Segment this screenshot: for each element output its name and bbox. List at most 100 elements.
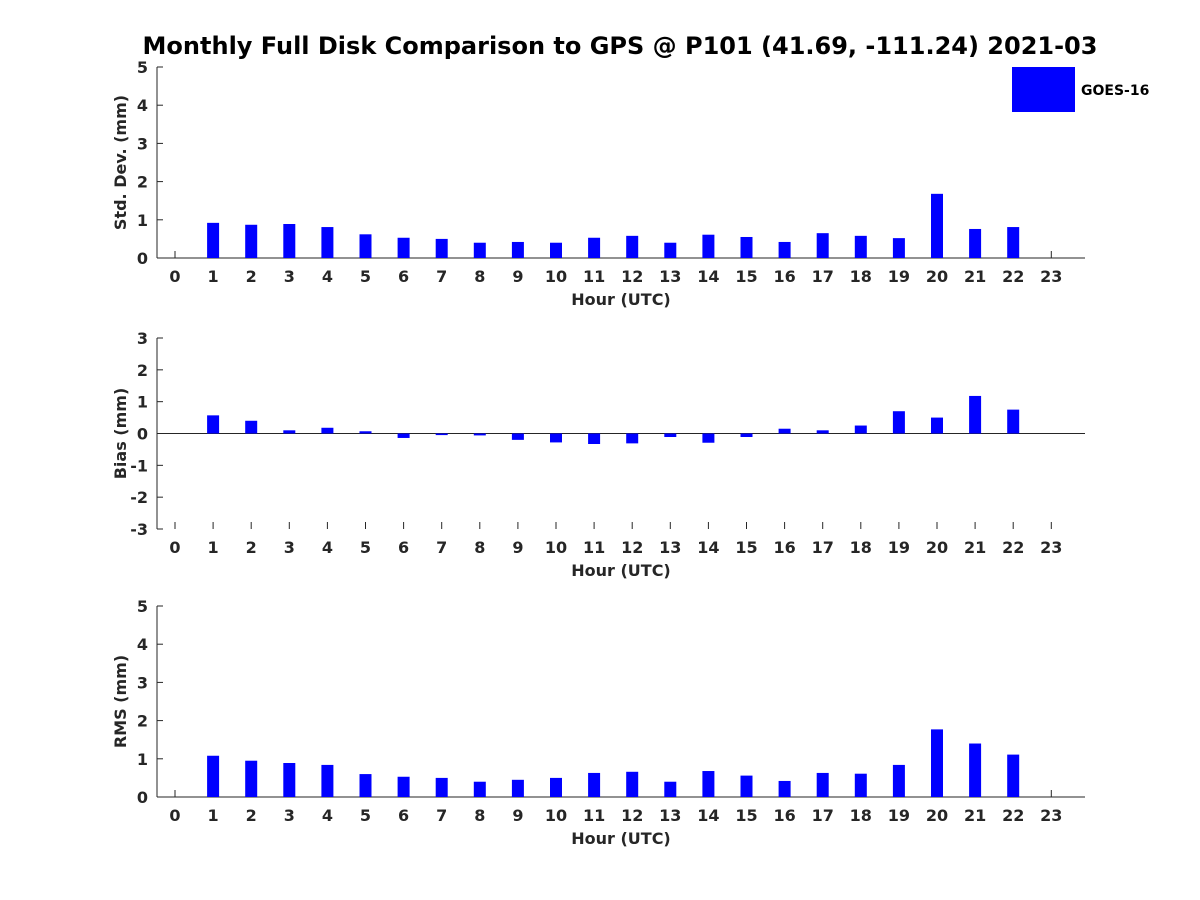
x-tick-label: 6 [398, 806, 409, 825]
bar-hour-18 [854, 425, 867, 434]
x-tick-label: 3 [284, 538, 295, 557]
bar-hour-1 [207, 755, 220, 797]
x-tick-label: 23 [1040, 267, 1062, 286]
x-tick-label: 19 [888, 267, 910, 286]
x-tick-label: 8 [474, 538, 485, 557]
x-tick-label: 20 [926, 806, 948, 825]
bar-hour-1 [207, 222, 220, 258]
x-tick-label: 6 [398, 267, 409, 286]
y-tick-label: 1 [137, 393, 148, 412]
bar-hour-6 [397, 237, 410, 258]
bar-hour-22 [1007, 227, 1020, 258]
bar-hour-10 [550, 433, 562, 443]
x-tick-label: 5 [360, 267, 371, 286]
x-tick-label: 9 [512, 806, 523, 825]
bar-hour-9 [511, 433, 524, 440]
bar-hour-19 [892, 238, 905, 258]
bar-hour-13 [664, 242, 677, 258]
x-tick-label: 5 [360, 806, 371, 825]
x-tick-label: 22 [1002, 267, 1024, 286]
x-tick-label: 14 [697, 538, 719, 557]
y-tick-label: 2 [137, 361, 148, 380]
bar-hour-14 [702, 234, 715, 258]
x-tick-label: 22 [1002, 806, 1024, 825]
x-tick-label: 19 [888, 538, 910, 557]
x-tick-label: 7 [436, 538, 447, 557]
x-tick-label: 3 [284, 806, 295, 825]
x-tick-label: 15 [735, 538, 757, 557]
x-tick-label: 19 [888, 806, 910, 825]
x-tick-label: 21 [964, 267, 986, 286]
x-tick-label: 18 [850, 538, 872, 557]
bar-hour-17 [816, 430, 829, 434]
y-tick-label: 0 [137, 249, 148, 268]
x-tick-label: 17 [812, 267, 834, 286]
x-tick-label: 2 [246, 806, 257, 825]
x-tick-label: 9 [512, 267, 523, 286]
x-tick-label: 13 [659, 267, 681, 286]
x-tick-label: 12 [621, 538, 643, 557]
bar-hour-17 [816, 233, 829, 258]
bar-hour-7 [435, 238, 448, 258]
bar-hour-7 [435, 777, 448, 797]
x-tick-label: 8 [474, 806, 485, 825]
x-tick-label: 9 [512, 538, 523, 557]
x-tick-label: 13 [659, 538, 681, 557]
y-tick-label: 1 [137, 750, 148, 769]
bar-hour-2 [245, 224, 258, 258]
y-axis-label: RMS (mm) [111, 655, 130, 748]
x-tick-label: 16 [773, 538, 795, 557]
y-axis-label: Bias (mm) [111, 388, 130, 480]
bar-hour-21 [969, 228, 982, 258]
bar-hour-22 [1007, 409, 1020, 434]
x-tick-label: 6 [398, 538, 409, 557]
bar-hour-5 [359, 431, 372, 434]
x-tick-label: 16 [773, 806, 795, 825]
y-tick-label: -3 [130, 520, 148, 539]
chart-title: Monthly Full Disk Comparison to GPS @ P1… [143, 32, 1098, 60]
bar-hour-15 [740, 775, 753, 797]
bar-hour-9 [511, 241, 524, 258]
bar-hour-16 [778, 780, 791, 797]
x-axis-label: Hour (UTC) [571, 290, 671, 309]
bar-hour-8 [473, 433, 486, 436]
y-tick-label: 5 [137, 58, 148, 77]
x-tick-label: 1 [208, 538, 219, 557]
x-tick-label: 20 [926, 267, 948, 286]
x-tick-label: 1 [208, 267, 219, 286]
bar-hour-16 [778, 428, 791, 434]
x-tick-label: 10 [545, 267, 567, 286]
y-tick-label: 3 [137, 673, 148, 692]
bar-hour-5 [359, 774, 372, 797]
x-tick-label: 21 [964, 806, 986, 825]
bar-hour-1 [207, 415, 220, 434]
y-tick-label: 3 [137, 134, 148, 153]
x-tick-label: 1 [208, 806, 219, 825]
x-tick-label: 4 [322, 806, 333, 825]
bar-hour-16 [778, 241, 791, 258]
x-tick-label: 4 [322, 267, 333, 286]
x-axis-label: Hour (UTC) [571, 829, 671, 848]
bar-hour-6 [397, 776, 410, 797]
bar-hour-19 [892, 764, 905, 797]
bar-hour-21 [969, 743, 982, 797]
x-tick-label: 7 [436, 806, 447, 825]
x-tick-label: 11 [583, 538, 605, 557]
bar-hour-10 [550, 777, 562, 797]
x-tick-label: 23 [1040, 538, 1062, 557]
legend-label-goes-16: GOES-16 [1081, 83, 1149, 99]
x-tick-label: 4 [322, 538, 333, 557]
x-tick-label: 23 [1040, 806, 1062, 825]
bar-hour-4 [321, 764, 334, 797]
bar-hour-2 [245, 760, 258, 797]
x-tick-label: 11 [583, 806, 605, 825]
bar-hour-13 [664, 433, 677, 438]
y-tick-label: 4 [137, 635, 148, 654]
y-tick-label: 0 [137, 425, 148, 444]
bar-hour-4 [321, 227, 334, 258]
x-tick-label: 0 [169, 806, 180, 825]
bar-hour-12 [626, 771, 639, 797]
